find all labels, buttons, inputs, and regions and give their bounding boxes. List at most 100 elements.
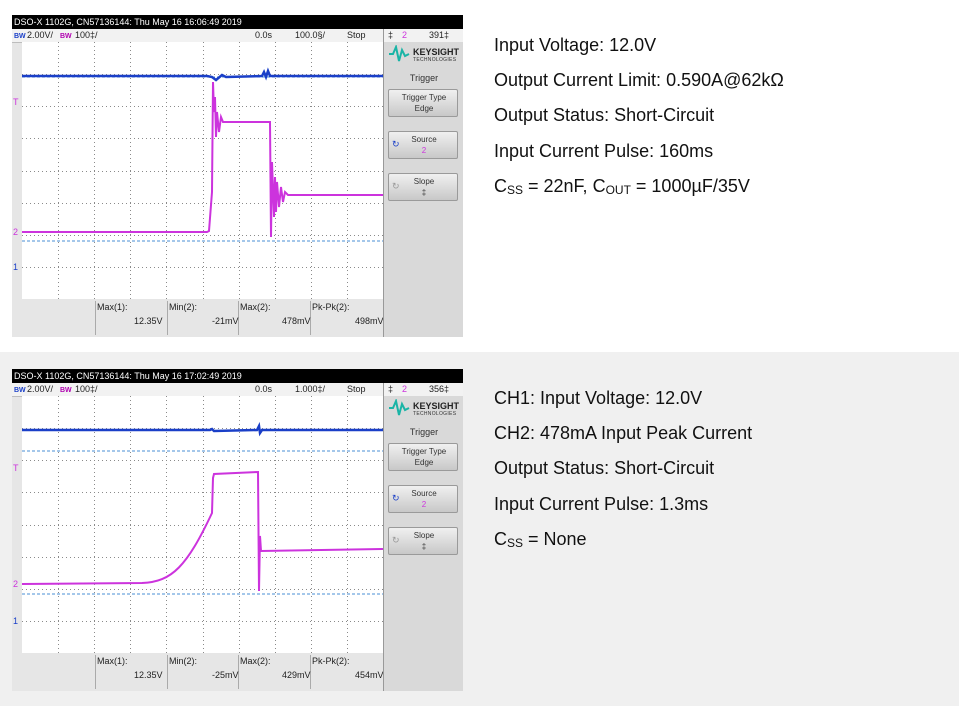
text: = 22nF, C bbox=[523, 176, 606, 196]
meas-value-pkpk2: 498mV bbox=[355, 316, 384, 326]
meas-value-min2: -21mV bbox=[212, 316, 239, 326]
rotate-knob-icon: ↻ bbox=[392, 493, 400, 503]
rotate-knob-icon: ↻ bbox=[392, 181, 400, 191]
oscilloscope-screenshot-1: DSO-X 1102G, CN57136144: Thu May 16 16:0… bbox=[12, 15, 463, 337]
meas-label-max1: Max(1): bbox=[97, 656, 128, 666]
ch2-scale: 100‡/ bbox=[75, 30, 98, 40]
meas-value-max1: 12.35V bbox=[134, 316, 163, 326]
scope-title-bar: DSO-X 1102G, CN57136144: Thu May 16 17:0… bbox=[12, 369, 463, 383]
text: = None bbox=[523, 529, 587, 549]
text: C bbox=[494, 529, 507, 549]
brand-name: KEYSIGHT bbox=[413, 401, 460, 411]
ch2-ground-marker: 2 bbox=[13, 227, 19, 237]
meas-divider bbox=[310, 301, 311, 335]
softkey-label: Slope bbox=[413, 177, 435, 186]
softkey-value: Edge bbox=[414, 104, 434, 113]
info-line-capacitors: CSS = 22nF, COUT = 1000µF/35V bbox=[494, 175, 750, 197]
brand-sub: TECHNOLOGIES bbox=[413, 411, 457, 417]
run-state: Stop bbox=[347, 30, 366, 40]
meas-value-max2: 478mV bbox=[282, 316, 311, 326]
softkey-label: Source bbox=[411, 489, 437, 498]
meas-value-pkpk2: 454mV bbox=[355, 670, 384, 680]
trigger-level-marker: T bbox=[13, 97, 19, 107]
ch2-ground-marker: 2 bbox=[13, 579, 19, 589]
ch1-scale: 2.00V/ bbox=[27, 30, 54, 40]
ch1-scale: 2.00V/ bbox=[27, 384, 54, 394]
ch2-trace bbox=[22, 81, 383, 238]
softkey-value: ‡ bbox=[421, 542, 427, 551]
meas-label-pkpk2: Pk-Pk(2): bbox=[312, 302, 350, 312]
info-line: Input Voltage: 12.0V bbox=[494, 35, 657, 55]
softkey-slope[interactable]: ↻ Slope ‡ bbox=[388, 527, 458, 555]
softkey-menu-title: Trigger bbox=[409, 427, 439, 437]
meas-divider bbox=[167, 655, 168, 689]
scope-softkey-panel: ‡ 2 391‡ KEYSIGHT TECHNOLOGIES Trigger T… bbox=[383, 29, 463, 337]
meas-divider bbox=[310, 655, 311, 689]
ch1-ground-marker: 1 bbox=[13, 616, 19, 626]
softkey-menu-title: Trigger bbox=[409, 73, 439, 83]
info-line: Output Current Limit: 0.590A@62kΩ bbox=[494, 70, 784, 90]
trigger-channel: 2 bbox=[402, 30, 408, 40]
info-line: Output Status: Short-Circuit bbox=[494, 105, 715, 125]
meas-value-max1: 12.35V bbox=[134, 670, 163, 680]
softkey-source[interactable]: ↻ Source 2 bbox=[388, 485, 458, 513]
softkey-value: Edge bbox=[414, 458, 434, 467]
brand-name: KEYSIGHT bbox=[413, 47, 460, 57]
softkey-slope[interactable]: ↻ Slope ‡ bbox=[388, 173, 458, 201]
panel-1: DSO-X 1102G, CN57136144: Thu May 16 16:0… bbox=[0, 0, 959, 352]
measurement-bar: Max(1): 12.35V Min(2): -25mV Max(2): 429… bbox=[12, 653, 384, 691]
meas-value-min2: -25mV bbox=[212, 670, 239, 680]
ch1-trace bbox=[22, 67, 383, 82]
softkey-trigger-type[interactable]: Trigger Type Edge bbox=[388, 443, 458, 471]
ch1-ground-marker: 1 bbox=[13, 262, 19, 272]
ch1-bw-badge: BW bbox=[14, 387, 26, 394]
scope-softkey-panel: ‡ 2 356‡ KEYSIGHT TECHNOLOGIES Trigger T… bbox=[383, 383, 463, 691]
info-line: Input Current Pulse: 1.3ms bbox=[494, 494, 709, 514]
softkey-source[interactable]: ↻ Source 2 bbox=[388, 131, 458, 159]
softkey-value: ‡ bbox=[421, 188, 427, 197]
text: = 1000µF/35V bbox=[630, 176, 750, 196]
trigger-delay: 0.0s bbox=[255, 30, 273, 40]
rotate-knob-icon: ↻ bbox=[392, 535, 400, 545]
waveform-svg bbox=[22, 42, 383, 299]
softkey-value: 2 bbox=[421, 146, 427, 155]
info-line: CH1: Input Voltage: 12.0V bbox=[494, 388, 703, 408]
ch2-bw-badge: BW bbox=[60, 387, 72, 394]
trigger-slope-icon: ‡ bbox=[388, 30, 394, 40]
keysight-logo: KEYSIGHT TECHNOLOGIES bbox=[388, 45, 462, 65]
trigger-level: 391‡ bbox=[429, 30, 450, 40]
scope-status-row: BW 2.00V/ BW 100‡/ 0.0s 100.0§/ Stop bbox=[12, 29, 383, 43]
keysight-logo: KEYSIGHT TECHNOLOGIES bbox=[388, 399, 462, 419]
softkey-label: Trigger Type bbox=[401, 447, 447, 456]
meas-label-max2: Max(2): bbox=[240, 302, 271, 312]
scope-title-bar: DSO-X 1102G, CN57136144: Thu May 16 16:0… bbox=[12, 15, 463, 29]
panel-2: DSO-X 1102G, CN57136144: Thu May 16 17:0… bbox=[0, 352, 959, 706]
meas-label-min2: Min(2): bbox=[169, 656, 198, 666]
trigger-status: ‡ 2 391‡ bbox=[384, 29, 463, 42]
timebase: 1.000‡/ bbox=[295, 384, 326, 394]
keysight-wave-icon bbox=[389, 45, 410, 62]
run-state: Stop bbox=[347, 384, 366, 394]
scope-status-row: BW 2.00V/ BW 100‡/ 0.0s 1.000‡/ Stop bbox=[12, 383, 383, 397]
subscript: OUT bbox=[605, 183, 631, 197]
info-line: Output Status: Short-Circuit bbox=[494, 458, 715, 478]
ch2-bw-badge: BW bbox=[60, 33, 72, 40]
ch2-scale: 100‡/ bbox=[75, 384, 98, 394]
softkey-label: Trigger Type bbox=[401, 93, 447, 102]
info-line: Input Current Pulse: 160ms bbox=[494, 141, 714, 161]
meas-divider bbox=[238, 655, 239, 689]
trigger-slope-icon: ‡ bbox=[388, 384, 394, 394]
meas-label-min2: Min(2): bbox=[169, 302, 198, 312]
trigger-channel: 2 bbox=[402, 384, 408, 394]
trigger-level: 356‡ bbox=[429, 384, 450, 394]
waveform-plot: T 2 1 bbox=[13, 42, 384, 300]
softkey-trigger-type[interactable]: Trigger Type Edge bbox=[388, 89, 458, 117]
softkey-label: Slope bbox=[413, 531, 435, 540]
meas-value-max2: 429mV bbox=[282, 670, 311, 680]
softkey-label: Source bbox=[411, 135, 437, 144]
info-line: CH2: 478mA Input Peak Current bbox=[494, 423, 753, 443]
trigger-status: ‡ 2 356‡ bbox=[384, 383, 463, 396]
text: C bbox=[494, 176, 507, 196]
softkey-value: 2 bbox=[421, 500, 427, 509]
ch2-trace bbox=[22, 470, 383, 592]
